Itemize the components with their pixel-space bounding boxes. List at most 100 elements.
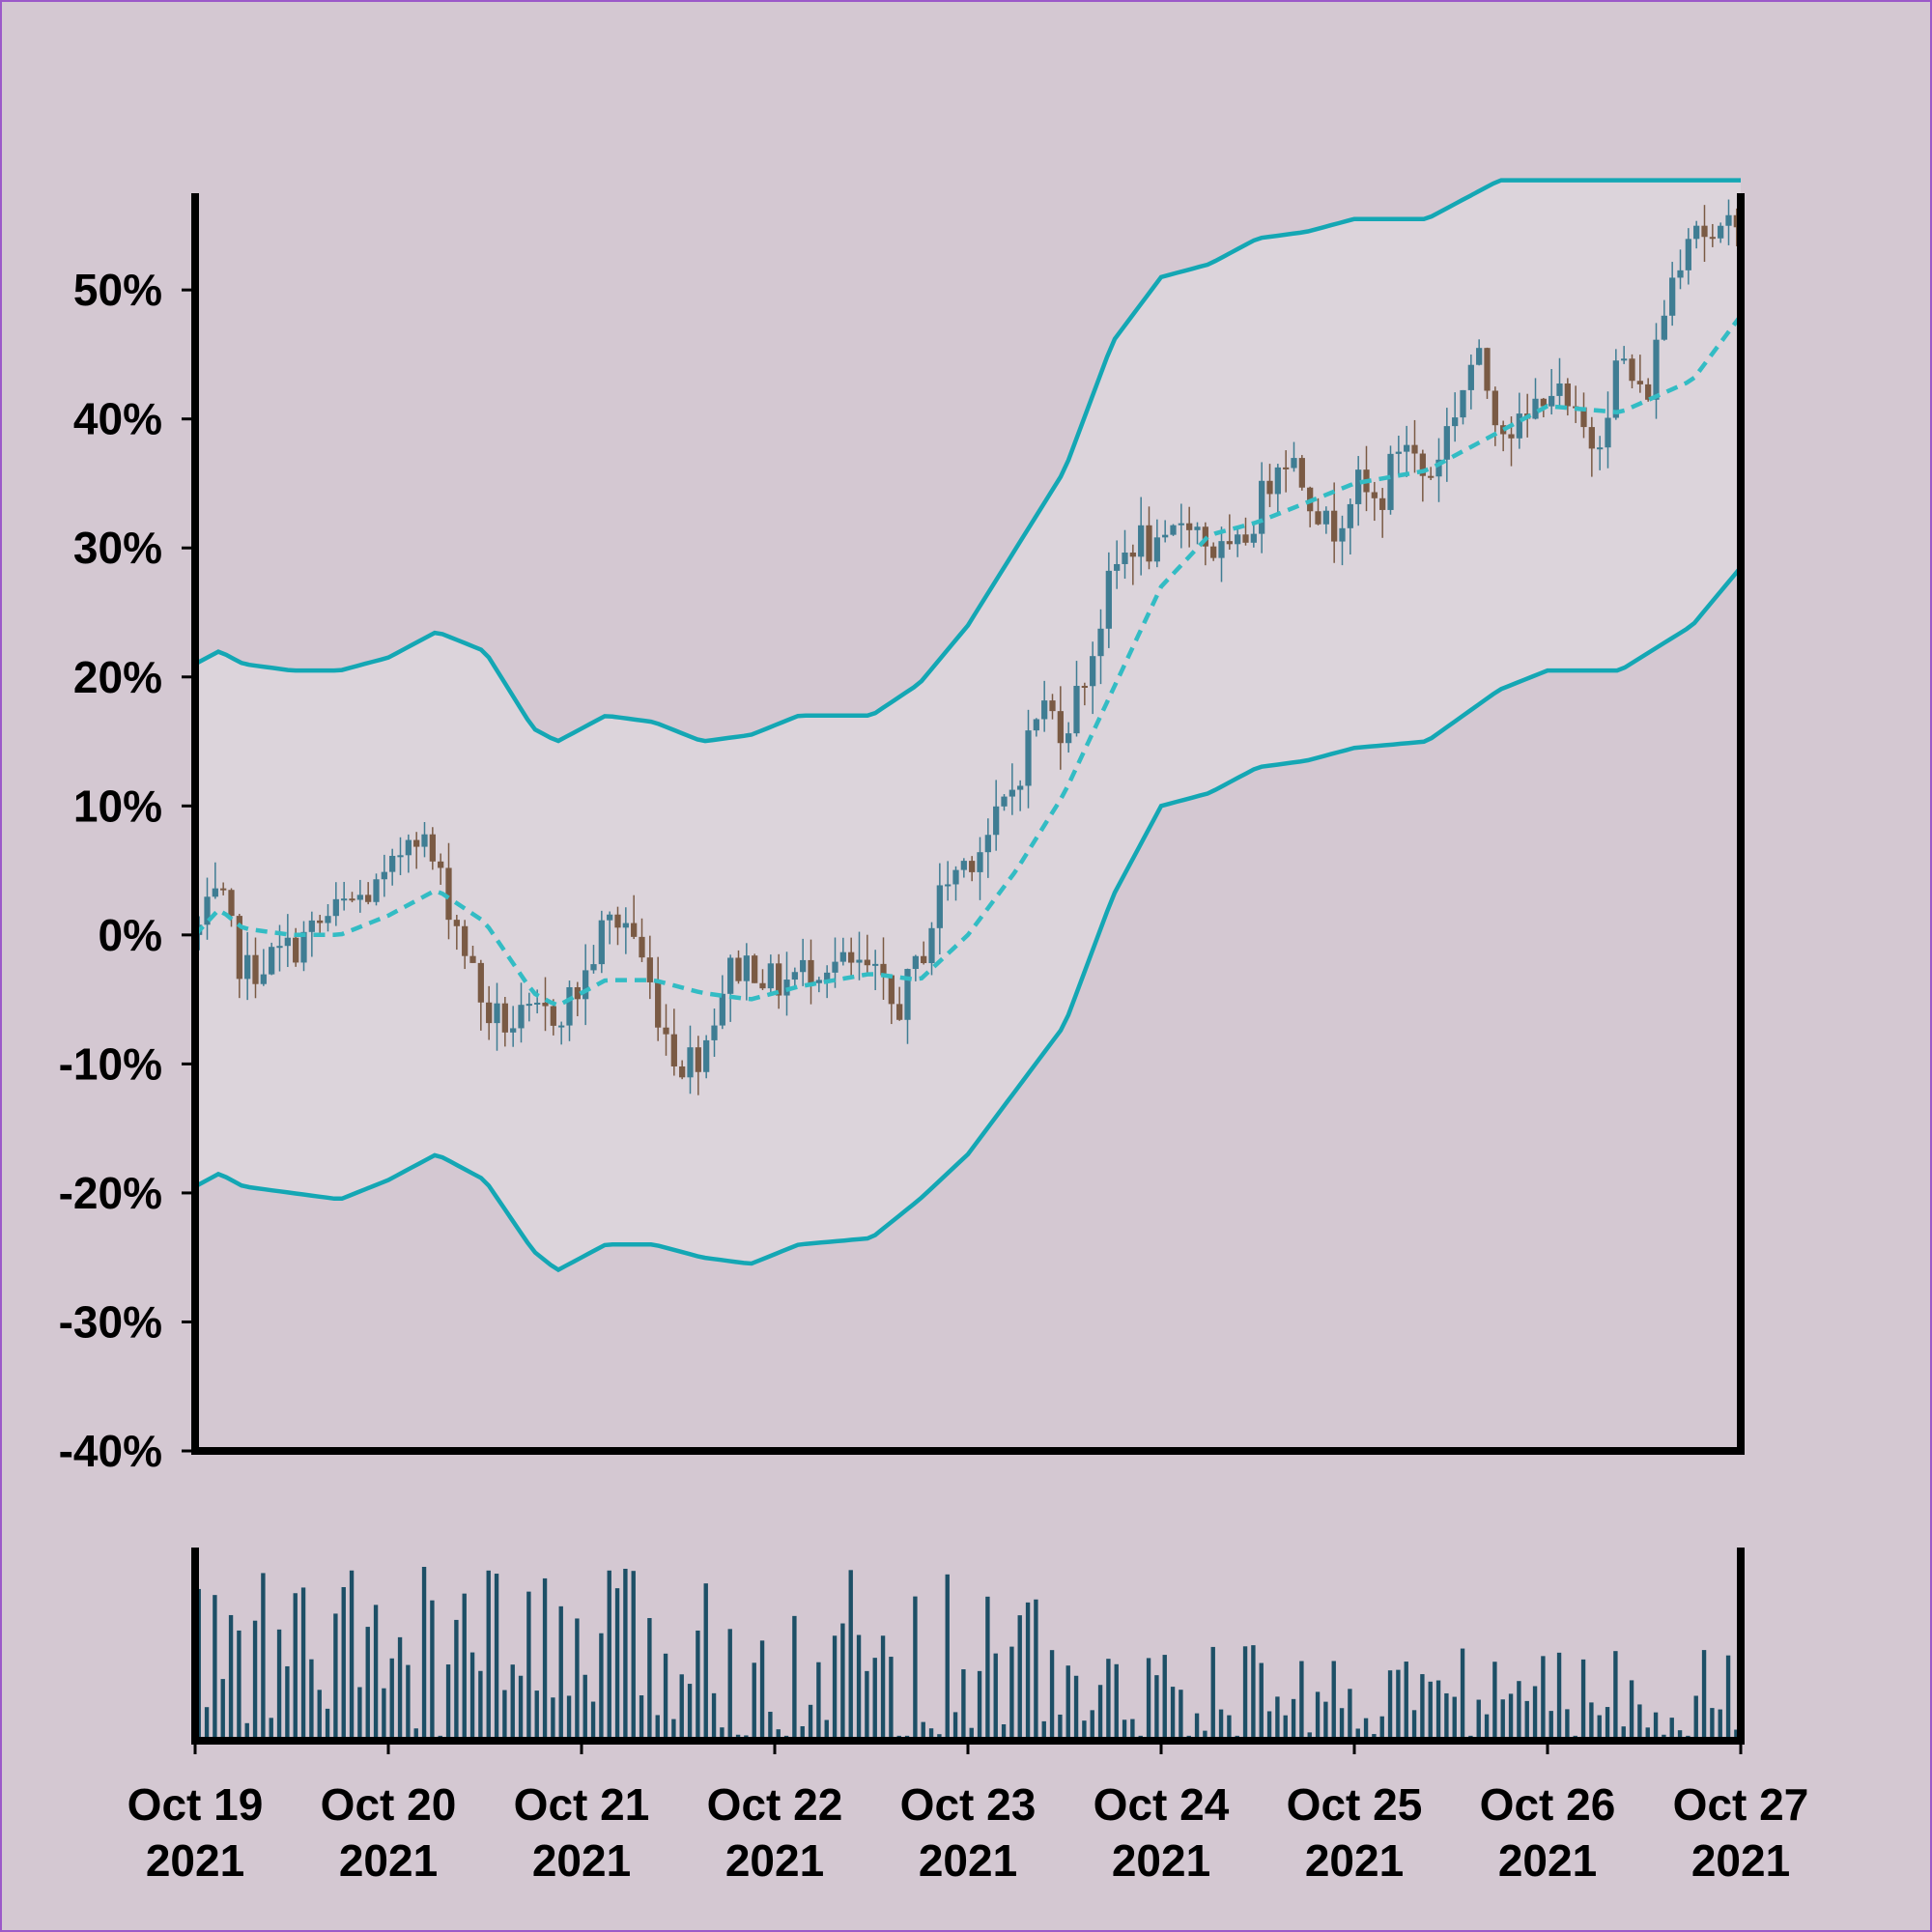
- volume-bar: [261, 1573, 266, 1741]
- candle-body: [824, 972, 831, 980]
- volume-bar: [309, 1659, 314, 1741]
- volume-bar: [1701, 1650, 1707, 1741]
- volume-bar: [663, 1653, 668, 1741]
- candle-body: [1460, 389, 1466, 418]
- y-tick-label: -20%: [59, 1168, 162, 1218]
- volume-bar: [961, 1669, 966, 1741]
- candle-body: [1210, 546, 1217, 558]
- volume-bar: [1154, 1675, 1159, 1741]
- candle-body: [212, 888, 218, 897]
- x-tick-label-year: 2021: [146, 1835, 244, 1886]
- candle-body: [977, 852, 983, 872]
- candle-body: [365, 895, 372, 902]
- volume-bar: [623, 1568, 628, 1741]
- candle-body: [518, 1005, 525, 1029]
- candle-body: [469, 955, 476, 963]
- candle-body: [332, 898, 339, 917]
- volume-bar: [1411, 1710, 1417, 1741]
- candle-body: [1556, 383, 1563, 396]
- candle-body: [445, 867, 452, 921]
- candle-body: [1178, 523, 1184, 526]
- volume-bar: [1508, 1693, 1514, 1741]
- candle-body: [1355, 469, 1362, 504]
- candle-body: [494, 1003, 500, 1024]
- candle-body: [928, 927, 935, 964]
- candle-body: [1564, 383, 1571, 407]
- candle-body: [1266, 480, 1273, 495]
- candle-body: [1186, 523, 1193, 530]
- volume-bar: [582, 1674, 587, 1741]
- candle-body: [1122, 553, 1128, 564]
- volume-bar: [1428, 1681, 1433, 1741]
- candle-body: [590, 964, 597, 971]
- candle-body: [1612, 360, 1619, 418]
- volume-bar: [285, 1665, 290, 1741]
- volume-bar: [1162, 1655, 1167, 1741]
- volume-bar: [1251, 1645, 1256, 1741]
- candle-body: [952, 869, 959, 885]
- candle-body: [582, 970, 589, 1000]
- volume-bar: [856, 1634, 862, 1741]
- volume-bar: [993, 1653, 998, 1741]
- candle-body: [526, 1004, 532, 1007]
- candle-body: [1605, 417, 1611, 448]
- candle-body: [1580, 407, 1587, 428]
- candle-body: [1041, 700, 1048, 720]
- volume-bar: [1242, 1646, 1248, 1741]
- volume-bar: [1613, 1651, 1618, 1741]
- candle-body: [204, 896, 211, 925]
- volume-bar: [1218, 1709, 1224, 1741]
- candle-body: [284, 937, 291, 947]
- candle-body: [1298, 458, 1305, 488]
- volume-bar: [445, 1664, 451, 1741]
- volume-bar: [252, 1620, 258, 1741]
- volume-bar: [382, 1688, 386, 1741]
- candle-body: [622, 923, 629, 928]
- candle-body: [646, 957, 653, 982]
- volume-bar: [1082, 1720, 1087, 1741]
- volume-bar: [1420, 1674, 1425, 1741]
- candle-body: [1073, 685, 1080, 734]
- candle-body: [767, 963, 774, 989]
- volume-bar: [1669, 1718, 1674, 1741]
- candle-body: [1001, 796, 1008, 807]
- candle-body: [389, 855, 396, 872]
- volume-bar: [1307, 1732, 1312, 1741]
- candle-body: [405, 839, 412, 856]
- volume-bar: [1492, 1662, 1497, 1741]
- candle-body: [921, 955, 927, 964]
- candle-body: [936, 885, 943, 928]
- volume-bars: [196, 1567, 1739, 1741]
- candle-body: [486, 1002, 493, 1024]
- volume-bar: [430, 1600, 435, 1741]
- candle-body: [791, 972, 798, 980]
- volume-bar: [1532, 1686, 1538, 1741]
- volume-bar: [1227, 1715, 1232, 1741]
- volume-bar: [759, 1640, 765, 1741]
- x-tick-label-year: 2021: [1691, 1835, 1790, 1886]
- candle-body: [735, 957, 742, 981]
- candle-body: [896, 1004, 903, 1020]
- volume-bar: [720, 1727, 724, 1741]
- volume-bar: [808, 1704, 813, 1741]
- candle-body: [421, 834, 428, 847]
- candle-body: [1162, 534, 1169, 538]
- candle-body: [1540, 398, 1547, 407]
- y-tick-label: 30%: [73, 523, 162, 573]
- volume-bar: [1379, 1716, 1384, 1741]
- volume-bar: [969, 1727, 974, 1741]
- volume-bar: [276, 1629, 282, 1741]
- volume-bar: [325, 1708, 330, 1741]
- volume-bar: [349, 1570, 355, 1741]
- volume-bar: [1114, 1663, 1119, 1741]
- band-fill: [195, 180, 1741, 1270]
- volume-bar: [1299, 1661, 1304, 1741]
- volume-bar: [1476, 1699, 1481, 1741]
- candle-body: [984, 835, 991, 853]
- candle-body: [839, 952, 846, 962]
- candle-body: [477, 962, 484, 1003]
- volume-bar: [848, 1570, 853, 1741]
- volume-bar: [711, 1692, 717, 1741]
- candle-body: [639, 936, 645, 958]
